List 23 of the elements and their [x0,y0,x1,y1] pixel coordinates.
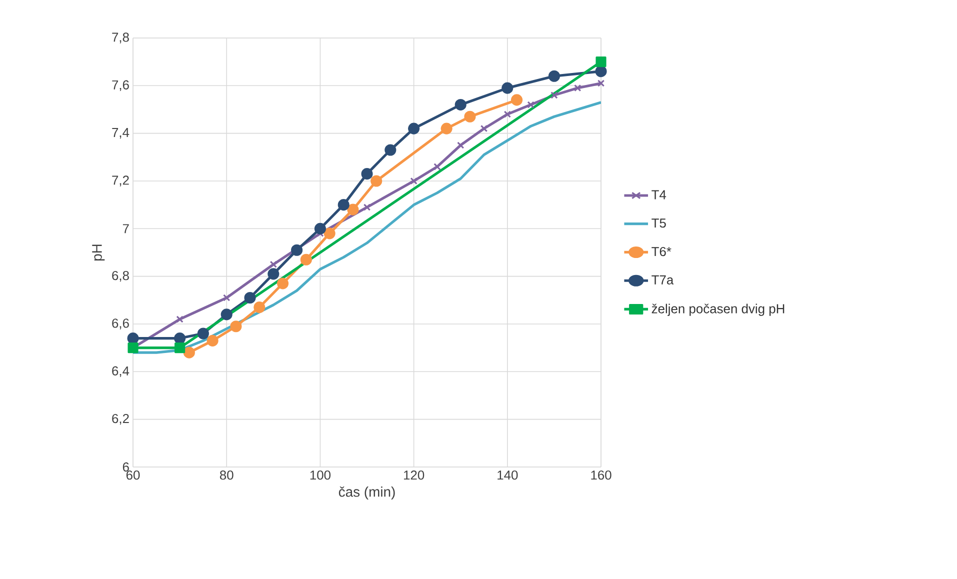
y-tick-label: 7,4 [112,128,130,139]
y-tick-label: 6,6 [112,318,129,330]
y-tick-label: 6,8 [112,270,129,282]
legend-label: željen počasen dvig pH [652,304,784,316]
y-tick-label: 7 [122,224,129,234]
legend-label: T7a [652,275,674,284]
y-tick-label: 7,8 [112,32,129,44]
x-tick-label: 120 [404,470,424,480]
legend-label: T4 [652,190,666,200]
x-tick-label: 100 [310,470,331,480]
x-tick-label: 60 [126,470,140,480]
y-tick-label: 6 [122,462,129,472]
y-tick-label: 6,4 [112,366,130,377]
x-tick-label: 140 [498,470,518,480]
y-tick-label: 7,2 [112,176,129,186]
y-tick-label: 6,2 [112,414,129,425]
legend-label: T6* [652,246,672,256]
x-axis-title: čas (min) [338,486,395,500]
y-axis-title: pH [92,244,105,260]
y-tick-label: 7,6 [112,80,129,91]
x-tick-label: 160 [591,470,612,480]
x-tick-label: 80 [220,470,234,480]
legend-label: T5 [652,218,666,228]
